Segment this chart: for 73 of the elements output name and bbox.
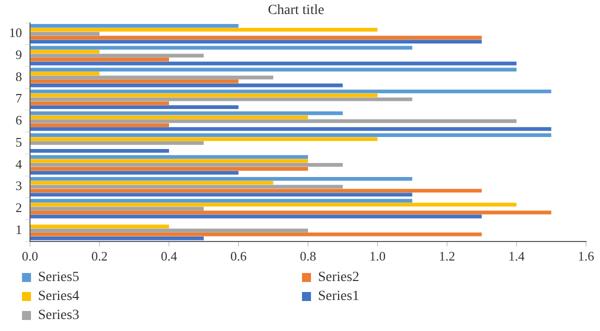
bar bbox=[30, 50, 100, 54]
legend-label: Series5 bbox=[38, 270, 80, 286]
y-tick-label: 9 bbox=[16, 47, 22, 62]
x-tick-label: 1.6 bbox=[578, 248, 595, 264]
bar bbox=[30, 32, 100, 36]
y-tick-label: 1 bbox=[16, 222, 22, 237]
bar bbox=[30, 76, 274, 80]
bar bbox=[30, 210, 552, 214]
bar bbox=[30, 184, 343, 189]
x-tick-label: 0.2 bbox=[91, 248, 108, 264]
bar bbox=[30, 198, 412, 203]
bar bbox=[30, 166, 308, 171]
bar bbox=[30, 123, 169, 127]
bar bbox=[30, 24, 238, 28]
x-tick-label: 0.6 bbox=[230, 248, 248, 264]
bar bbox=[30, 105, 238, 110]
bar bbox=[30, 62, 516, 66]
bar bbox=[30, 228, 308, 232]
bar bbox=[30, 177, 412, 181]
x-tick-label: 1.0 bbox=[369, 248, 386, 264]
y-tick-label: 2 bbox=[16, 200, 22, 216]
bar bbox=[30, 36, 482, 40]
bar bbox=[30, 133, 552, 138]
y-tick-label: 4 bbox=[16, 156, 22, 172]
bar bbox=[30, 58, 169, 62]
bar bbox=[30, 170, 238, 175]
bar bbox=[30, 111, 343, 116]
bar bbox=[30, 232, 482, 236]
bar bbox=[30, 224, 169, 228]
y-tick-label: 5 bbox=[16, 134, 22, 150]
bar bbox=[30, 97, 412, 102]
y-tick-label: 3 bbox=[16, 178, 22, 194]
bar bbox=[30, 137, 378, 141]
bar bbox=[30, 119, 516, 124]
x-tick-label: 1.4 bbox=[508, 248, 526, 264]
bar bbox=[30, 94, 378, 98]
y-tick-label: 7 bbox=[16, 90, 22, 106]
bar bbox=[30, 149, 169, 153]
bar bbox=[30, 155, 308, 159]
bar bbox=[30, 46, 412, 50]
bar bbox=[30, 188, 482, 193]
y-tick-label: 10 bbox=[9, 25, 22, 40]
x-tick-label: 0.8 bbox=[300, 248, 316, 264]
bar bbox=[30, 214, 482, 218]
legend-label: Series3 bbox=[38, 308, 80, 324]
bar bbox=[30, 83, 343, 88]
x-tick-label: 0.0 bbox=[22, 248, 38, 264]
y-tick-label: 8 bbox=[16, 68, 22, 84]
bar bbox=[30, 72, 100, 76]
bar bbox=[30, 40, 482, 44]
bar bbox=[30, 28, 378, 32]
x-tick-label: 1.2 bbox=[438, 248, 456, 264]
y-tick-label: 6 bbox=[16, 112, 22, 128]
bar bbox=[30, 80, 238, 84]
bar bbox=[30, 159, 308, 163]
legend-label: Series4 bbox=[38, 288, 80, 304]
bar bbox=[30, 180, 274, 185]
bar bbox=[30, 68, 516, 72]
x-tick-label: 0.4 bbox=[160, 248, 178, 264]
bar bbox=[30, 192, 412, 196]
bar bbox=[30, 141, 204, 145]
bar bbox=[30, 202, 516, 207]
bar bbox=[30, 127, 552, 131]
chart-title: Chart title bbox=[268, 3, 324, 18]
bar bbox=[30, 54, 204, 58]
bar bbox=[30, 206, 204, 210]
bar bbox=[30, 163, 343, 167]
bar bbox=[30, 90, 552, 94]
bar bbox=[30, 101, 169, 106]
bar bbox=[30, 115, 308, 120]
legend-label: Series2 bbox=[318, 270, 360, 286]
bar bbox=[30, 236, 204, 240]
legend-label: Series1 bbox=[318, 288, 360, 304]
